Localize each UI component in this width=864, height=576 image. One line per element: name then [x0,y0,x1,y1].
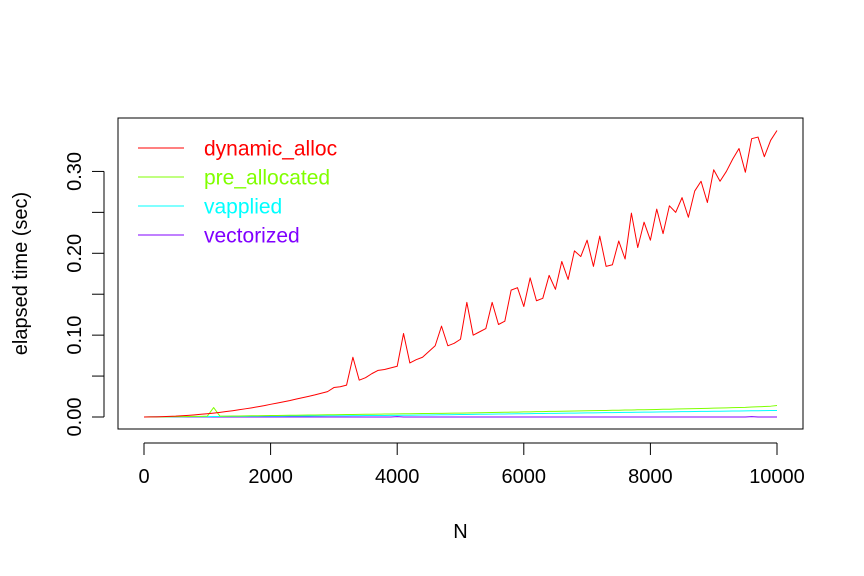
legend-label-pre-allocated: pre_allocated [204,167,330,190]
x-tick-label: 0 [138,466,149,488]
x-axis: 0 2000 4000 6000 8000 10000 [138,442,805,488]
y-tick-label: 0.00 [64,398,86,437]
y-tick-label: 0.10 [64,316,86,355]
plot-frame [117,117,804,430]
y-axis-title: elapsed time (sec) [10,192,32,355]
legend-label-vectorized: vectorized [204,225,300,248]
y-axis: 0.00 0.10 0.20 0.30 [64,152,105,437]
series-layer [143,130,778,418]
x-tick-label: 2000 [248,466,293,488]
x-tick-label: 6000 [502,466,547,488]
series-line-pre-allocated [143,405,778,418]
legend-label-vapplied: vapplied [204,196,282,219]
x-tick-label: 10000 [749,466,805,488]
legend: dynamic_alloc pre_allocated vapplied vector… [138,138,337,248]
x-tick-label: 4000 [375,466,420,488]
y-tick-label: 0.30 [64,152,86,191]
x-axis-title: N [453,521,467,543]
y-tick-label: 0.20 [64,234,86,273]
x-tick-label: 8000 [628,466,673,488]
legend-label-dynamic-alloc: dynamic_alloc [204,138,337,161]
series-line-dynamic-alloc [143,130,778,418]
